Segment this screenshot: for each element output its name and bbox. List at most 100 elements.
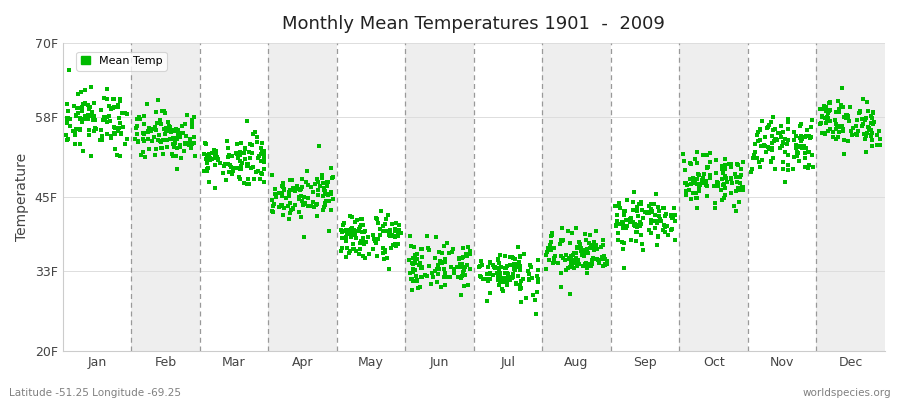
Point: [100, 131, 114, 137]
Point: [490, 270, 504, 276]
Point: [580, 270, 594, 276]
Point: [780, 116, 795, 122]
Point: [317, 187, 331, 193]
Point: [689, 181, 704, 188]
Point: [406, 266, 420, 272]
Point: [781, 136, 796, 143]
Point: [864, 115, 878, 122]
Point: [232, 158, 247, 164]
Point: [776, 140, 790, 146]
Point: [266, 209, 281, 216]
Point: [425, 269, 439, 276]
Point: [798, 145, 813, 152]
Point: [582, 262, 597, 268]
Point: [513, 286, 527, 292]
Point: [225, 165, 239, 171]
Point: [340, 231, 355, 237]
Point: [388, 226, 402, 232]
Point: [793, 135, 807, 141]
Point: [326, 196, 340, 202]
Point: [516, 276, 530, 282]
Point: [386, 242, 400, 248]
Point: [862, 127, 877, 134]
Point: [835, 122, 850, 129]
Point: [200, 152, 214, 158]
Point: [751, 138, 765, 144]
Point: [200, 168, 214, 174]
Point: [709, 156, 724, 163]
Point: [801, 148, 815, 155]
Point: [781, 162, 796, 168]
Point: [665, 226, 680, 232]
Point: [585, 242, 599, 248]
Point: [645, 208, 660, 215]
Point: [203, 157, 218, 164]
Point: [634, 221, 649, 227]
Point: [339, 254, 354, 260]
Point: [766, 114, 780, 120]
Point: [570, 243, 584, 250]
Point: [481, 278, 495, 284]
Point: [793, 144, 807, 150]
Point: [337, 220, 351, 226]
Point: [222, 152, 237, 158]
Point: [142, 125, 157, 132]
Point: [267, 186, 282, 192]
Point: [869, 142, 884, 149]
Point: [412, 262, 427, 268]
Point: [343, 248, 357, 254]
Point: [252, 152, 266, 159]
Point: [102, 103, 116, 110]
Point: [238, 146, 252, 152]
Point: [692, 188, 706, 194]
Point: [688, 190, 703, 196]
Point: [689, 160, 704, 166]
Point: [176, 148, 191, 154]
Point: [233, 152, 248, 158]
Point: [819, 116, 833, 122]
Point: [773, 133, 788, 140]
Point: [67, 128, 81, 135]
Point: [664, 227, 679, 234]
Point: [446, 266, 461, 272]
Point: [513, 254, 527, 260]
Point: [339, 238, 354, 244]
Point: [724, 190, 738, 196]
Point: [563, 240, 578, 246]
Point: [578, 231, 592, 237]
Point: [656, 222, 670, 228]
Point: [265, 208, 279, 214]
Point: [435, 260, 449, 266]
Point: [617, 207, 632, 214]
Point: [577, 247, 591, 253]
Bar: [200, 43, 268, 351]
Point: [166, 136, 181, 142]
Point: [71, 91, 86, 98]
Point: [168, 135, 183, 141]
Point: [111, 128, 125, 134]
Point: [480, 298, 494, 304]
Point: [717, 191, 732, 198]
Point: [779, 141, 794, 147]
Point: [298, 201, 312, 208]
Point: [849, 131, 863, 137]
Point: [758, 133, 772, 140]
Point: [403, 243, 418, 249]
Point: [851, 110, 866, 117]
Point: [136, 135, 150, 142]
Point: [668, 218, 682, 224]
Point: [790, 148, 805, 155]
Point: [544, 247, 559, 253]
Point: [778, 136, 792, 142]
Point: [700, 164, 715, 170]
Point: [856, 121, 870, 128]
Point: [864, 120, 878, 126]
Point: [313, 183, 328, 189]
Point: [583, 243, 598, 249]
Point: [635, 214, 650, 221]
Point: [757, 142, 771, 148]
Point: [649, 190, 663, 197]
Point: [642, 203, 656, 209]
Point: [822, 108, 836, 114]
Point: [683, 160, 698, 167]
